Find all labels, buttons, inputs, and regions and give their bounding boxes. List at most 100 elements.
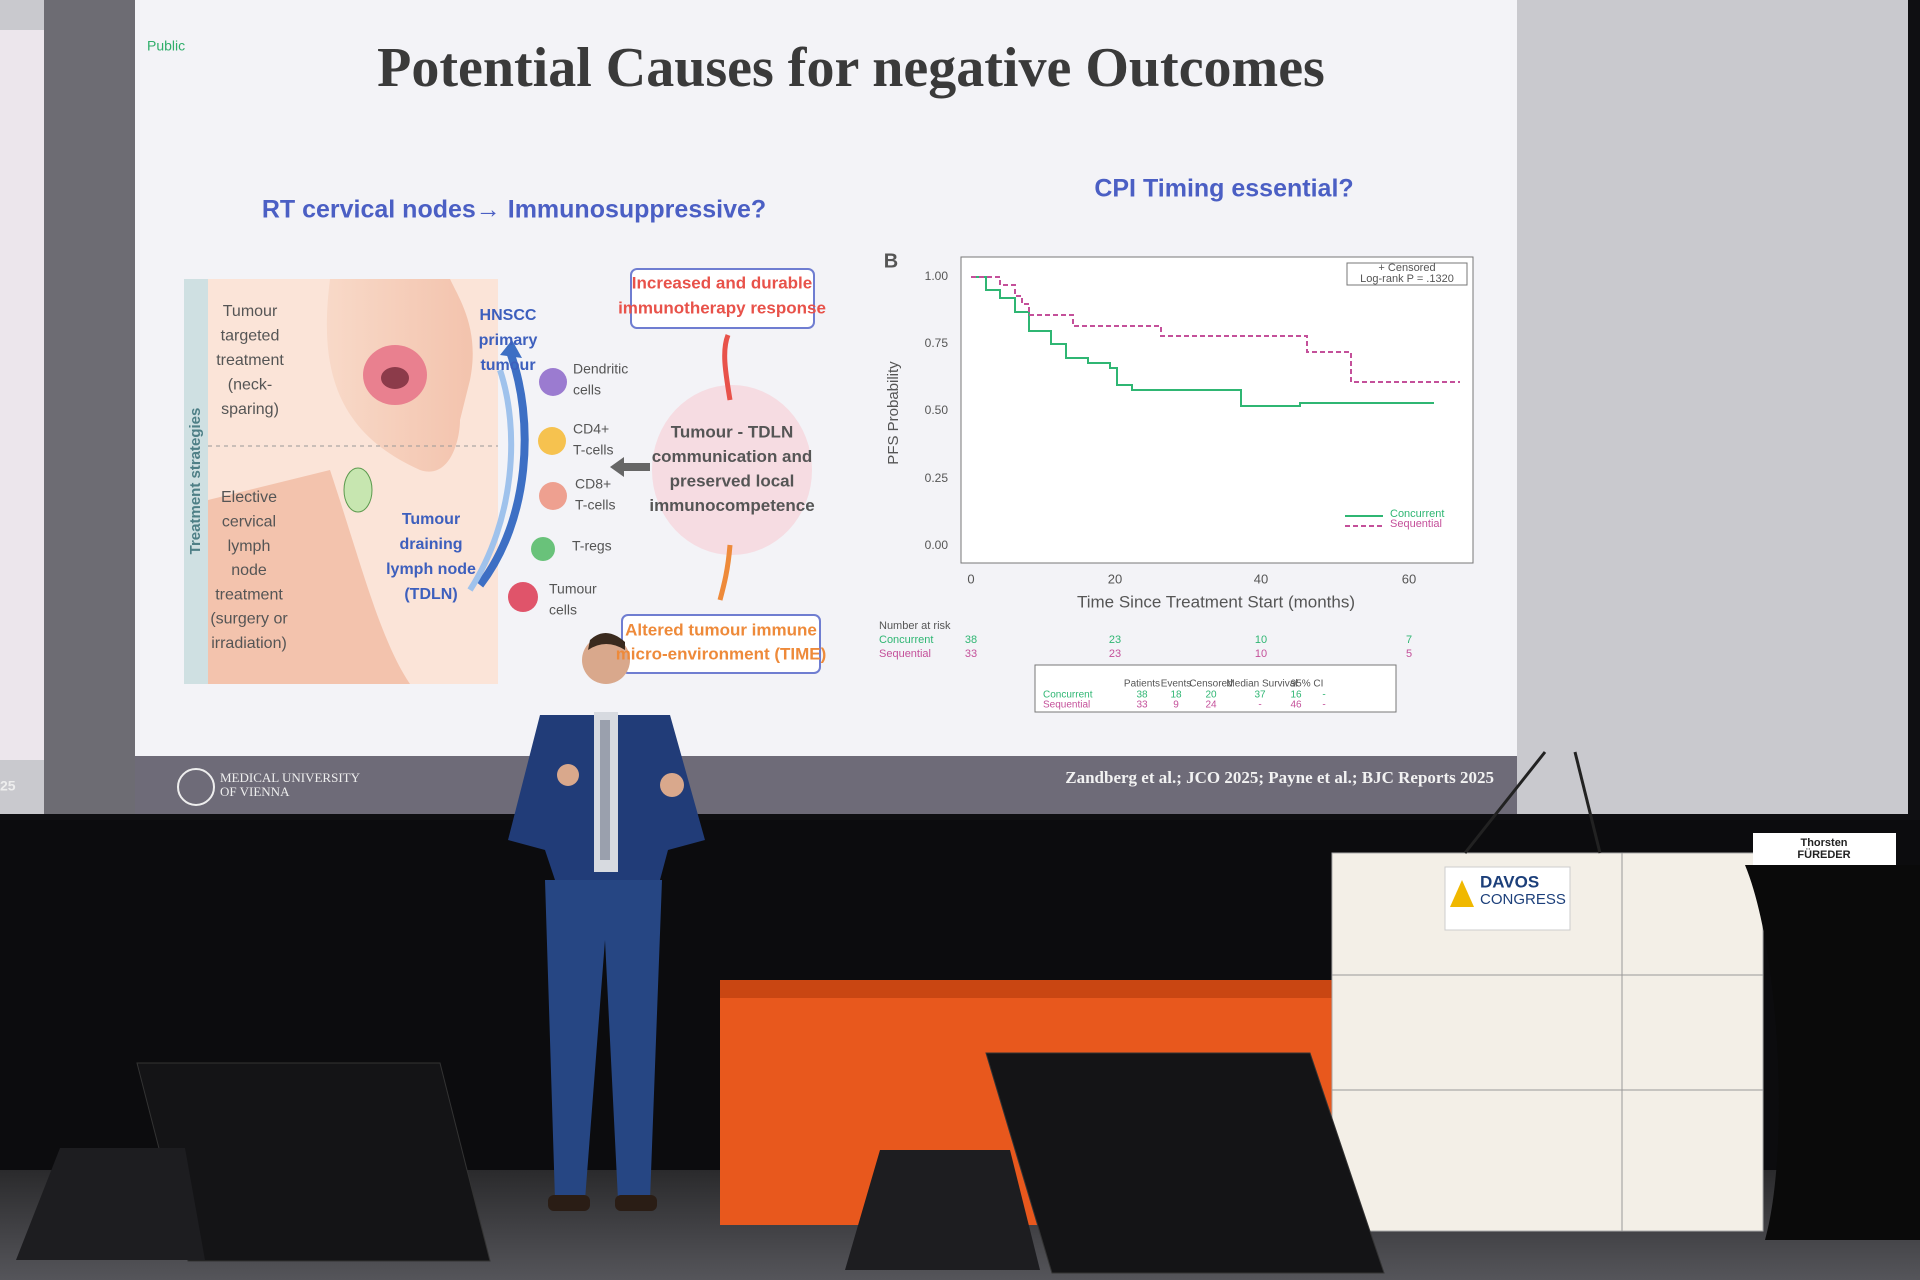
strategy-text: Elective (221, 489, 277, 506)
cell-cd8 (539, 482, 567, 510)
microphone (1463, 751, 1547, 854)
summary-value: 37 (1254, 690, 1266, 701)
summary-value: 33 (1136, 700, 1148, 711)
box-text: immunotherapy response (618, 298, 826, 317)
cell-label: T-regs (572, 538, 612, 554)
curve-concurrent (971, 276, 1434, 407)
curve-sequential (971, 276, 1460, 383)
microphone (1573, 751, 1602, 854)
summary-value: - (1258, 700, 1261, 711)
arrowhead (500, 340, 522, 358)
y-tick-label: 0.75 (925, 336, 949, 350)
summary-value: 46 (1290, 700, 1302, 711)
note: + Censored (1378, 262, 1435, 274)
plot-frame (960, 256, 1474, 564)
heading: RT cervical nodes→ Immunosuppressive? (262, 196, 766, 224)
primary-label: tumour (480, 357, 535, 374)
summary-value: 16 (1290, 690, 1302, 701)
institution: OF VIENNA (220, 784, 290, 799)
x-tick-label: 0 (967, 571, 974, 586)
box-text: Increased and durable (632, 273, 812, 292)
strategy-text: lymph (228, 538, 271, 555)
x-tick-label: 60 (1402, 571, 1416, 586)
strategy-text: irradiation) (211, 635, 287, 652)
strategy-text: treatment (216, 352, 284, 369)
heading: CPI Timing essential? (1094, 175, 1353, 203)
box-text: Altered tumour immune (625, 620, 817, 639)
panel-letter: B (884, 250, 898, 272)
summary-row: Sequential (1043, 700, 1090, 711)
x-tick-label: 40 (1254, 571, 1268, 586)
summary-value: - (1322, 690, 1325, 701)
arrowhead (610, 457, 624, 477)
box-text: micro-environment (TIME) (616, 644, 827, 663)
center-text: immunocompetence (649, 496, 814, 515)
neck (208, 470, 410, 684)
floor-speaker (16, 1148, 205, 1260)
slide-title: Potential Causes for negative Outcomes (377, 37, 1325, 99)
cell-label: T-cells (573, 442, 613, 458)
page-number: 25 (0, 778, 16, 794)
strategy-text: targeted (221, 328, 280, 345)
tdln-label: Tumour (402, 511, 460, 528)
risk-row: Concurrent (879, 634, 933, 646)
nameplate-text: FÜREDER (1797, 848, 1850, 861)
x-tick-label: 20 (1108, 571, 1122, 586)
cluster (652, 385, 812, 555)
summary-header: Censored (1189, 679, 1232, 690)
risk-value: 38 (965, 634, 977, 646)
cell-treg (531, 537, 555, 561)
slide-footer-bar (135, 756, 1517, 814)
risk-value: 10 (1255, 634, 1267, 646)
cell-label: CD4+ (573, 421, 609, 437)
strategy-text: Tumour (223, 303, 278, 320)
cell-tumour (508, 582, 538, 612)
cell-label: Dendritic (573, 361, 628, 377)
arrow-down (467, 369, 515, 592)
legend-label: Concurrent (1390, 508, 1444, 520)
side-table (1745, 865, 1920, 1240)
y-tick-label: 0.50 (925, 403, 949, 417)
note: Log-rank P = .1320 (1360, 273, 1454, 285)
band-label: Treatment strategies (187, 408, 204, 555)
arrow-red (722, 334, 733, 401)
cell-label: cells (549, 602, 577, 618)
center-text: communication and (652, 447, 813, 466)
risk-value: 23 (1109, 634, 1121, 646)
risk-value: 23 (1109, 648, 1121, 660)
screen-edge (44, 0, 135, 814)
citation: Zandberg et al.; JCO 2025; Payne et al.;… (1065, 768, 1494, 787)
summary-header: Patients (1124, 679, 1160, 690)
strategy-text: (neck- (228, 377, 272, 394)
nameplate (1753, 833, 1896, 865)
summary-value: - (1322, 700, 1325, 711)
y-tick-label: 1.00 (925, 269, 949, 283)
sign-text: DAVOS (1480, 872, 1539, 891)
risk-value: 10 (1255, 648, 1267, 660)
center-text: Tumour - TDLN (671, 422, 793, 441)
strategy-text: sparing) (221, 401, 279, 418)
cell-cd4 (538, 427, 566, 455)
summary-value: 18 (1170, 690, 1182, 701)
summary-value: 24 (1205, 700, 1217, 711)
summary-header: Median Survival (1226, 679, 1297, 690)
sign-logo (1450, 880, 1474, 907)
risk-value: 5 (1406, 648, 1412, 660)
logo (177, 768, 215, 806)
y-tick-label: 0.00 (925, 538, 949, 552)
primary-label: primary (479, 332, 538, 349)
table-top (720, 980, 1332, 998)
risk-title: Number at risk (879, 620, 951, 632)
summary-box (1034, 664, 1397, 713)
monitor-right (985, 1052, 1385, 1274)
strategy-text: (surgery or (210, 611, 288, 628)
cell-dendritic (539, 368, 567, 396)
tdln-label: (TDLN) (404, 586, 457, 603)
band (184, 279, 208, 684)
arrow-up (476, 350, 529, 588)
legend-label: Sequential (1390, 518, 1442, 530)
tdln-label: lymph node (386, 561, 476, 578)
institution: MEDICAL UNIVERSITY (220, 770, 361, 785)
note-box (1346, 262, 1468, 286)
